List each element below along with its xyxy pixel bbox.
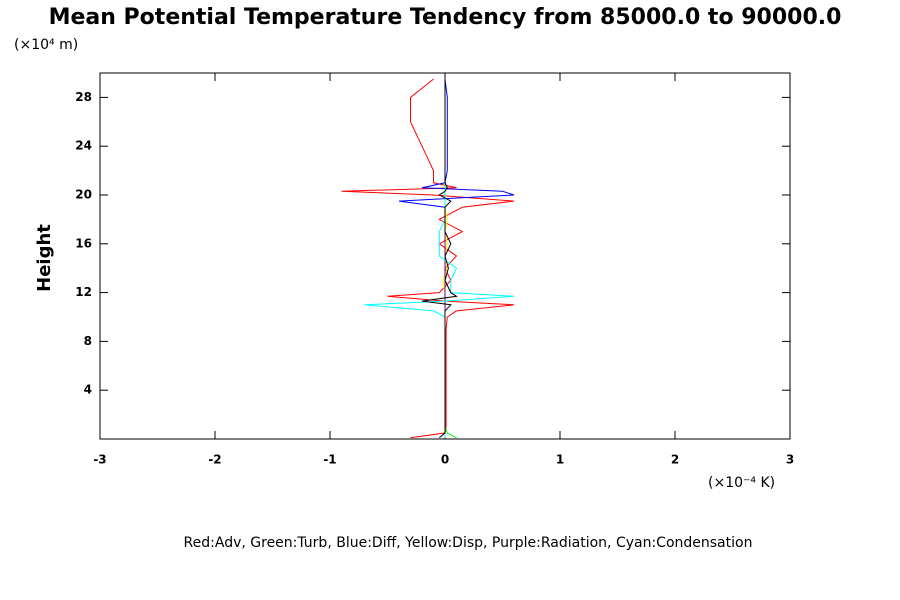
series-line <box>341 78 515 439</box>
y-tick-label: 24 <box>75 139 92 153</box>
x-tick-label: 2 <box>671 453 679 467</box>
y-tick-label: 16 <box>75 236 92 250</box>
x-tick-label: -2 <box>208 453 221 467</box>
chart-title: Mean Potential Temperature Tendency from… <box>49 5 842 30</box>
y-tick-label: 28 <box>75 90 92 104</box>
series-line <box>364 79 515 438</box>
y-unit: (×10⁴ m) <box>14 37 78 53</box>
y-tick-label: 20 <box>75 188 92 202</box>
x-tick-label: -3 <box>93 453 106 467</box>
legend-text: Red:Adv, Green:Turb, Blue:Diff, Yellow:D… <box>184 535 753 551</box>
y-tick-label: 4 <box>84 383 92 397</box>
series-line <box>421 79 458 439</box>
x-tick-label: 1 <box>556 453 564 467</box>
y-tick-label: 8 <box>84 334 92 348</box>
y-tick-label: 12 <box>75 285 92 299</box>
x-tick-label: 0 <box>441 453 449 467</box>
y-axis-label: Height <box>34 224 55 292</box>
x-tick-label: -1 <box>323 453 336 467</box>
x-tick-label: 3 <box>786 453 794 467</box>
x-unit: (×10⁻⁴ K) <box>708 475 775 491</box>
